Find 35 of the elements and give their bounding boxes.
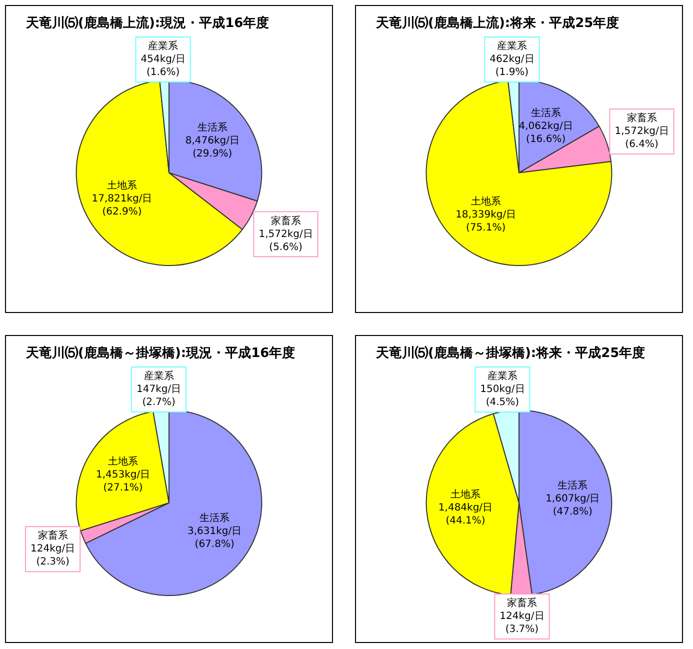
chart-title: 天竜川⑸(鹿島橋上流):現況・平成16年度 — [25, 15, 270, 32]
slice-label: 土地系 — [450, 488, 480, 500]
slice-label: 生活系 — [530, 106, 561, 119]
chart-title: 天竜川⑸(鹿島橋上流):将来・平成25年度 — [375, 15, 620, 32]
slice-label: 産業系 — [148, 40, 178, 52]
slice-label: 土地系 — [470, 196, 501, 208]
data-label: 18,339kg/日 (75.1%) — [456, 210, 516, 234]
data-label: 8,476kg/日 (29.9%) — [185, 136, 240, 160]
data-label: 147kg/日 (2.7%) — [136, 384, 182, 408]
slice-label: 家畜系 — [38, 530, 68, 542]
data-label: 124kg/日 (2.3%) — [30, 544, 76, 568]
slice-label: 生活系 — [558, 480, 588, 492]
slice-label: 家畜系 — [506, 597, 537, 610]
data-label: 1,484kg/日 (44.1%) — [438, 502, 493, 526]
data-label: 1,572kg/日 (6.4%) — [614, 126, 669, 150]
data-label: 454kg/日 (1.6%) — [140, 54, 186, 78]
data-label: 1,607kg/日 (47.8%) — [546, 494, 600, 518]
data-label: 3,631kg/日 (67.8%) — [188, 526, 242, 550]
data-label: 1,572kg/日 (5.6%) — [258, 228, 313, 253]
chart-title: 天竜川⑸(鹿島橋～掛塚橋):将来・平成25年度 — [375, 345, 646, 362]
slice-label: 産業系 — [496, 40, 527, 52]
data-label: 150kg/日 (4.5%) — [480, 384, 525, 408]
data-label: 1,453kg/日 (27.1%) — [96, 469, 150, 494]
data-label: 462kg/日 (1.9%) — [490, 54, 534, 78]
slice-label: 産業系 — [144, 370, 174, 382]
slice-label: 土地系 — [106, 179, 137, 192]
data-label: 124kg/日 (3.7%) — [500, 611, 544, 636]
slice-label: 生活系 — [197, 122, 228, 134]
chart-title: 天竜川⑸(鹿島橋～掛塚橋):現況・平成16年度 — [25, 345, 296, 362]
slice-label: 生活系 — [200, 512, 230, 524]
data-label: 17,821kg/日 (62.9%) — [92, 193, 152, 218]
slice-label: 産業系 — [487, 370, 518, 382]
slice-label: 土地系 — [108, 455, 138, 468]
slice-label: 家畜系 — [626, 112, 657, 124]
slice-label: 家畜系 — [270, 214, 301, 227]
